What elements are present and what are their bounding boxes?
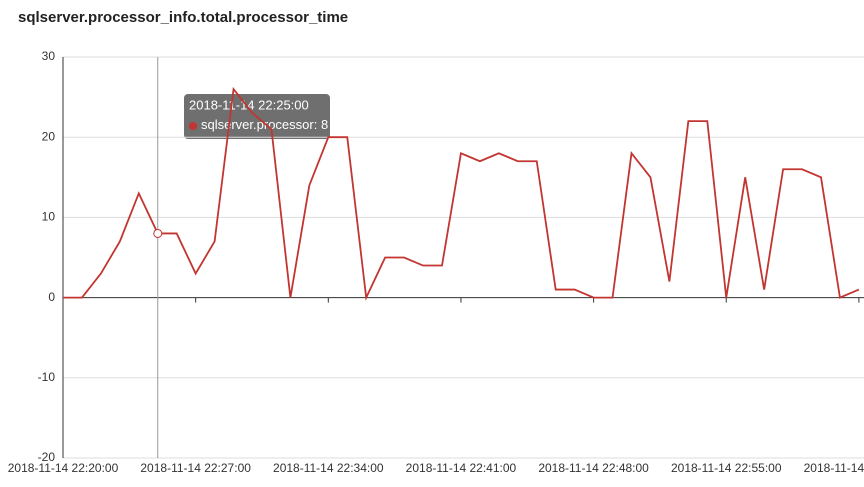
- tooltip-value: 8: [321, 117, 328, 132]
- x-tick-label: 2018-11-14 22:20:00: [8, 461, 119, 475]
- y-tick-label: 0: [48, 290, 55, 304]
- series-line: [63, 86, 860, 301]
- tooltip-sep: :: [314, 117, 321, 132]
- chart-title: sqlserver.processor_info.total.processor…: [18, 9, 348, 26]
- y-tick-label: 20: [42, 129, 56, 143]
- y-tick-label: 10: [42, 210, 56, 224]
- tooltip-series: sqlserver.processor: [201, 117, 314, 132]
- x-tick-label: 2018-11-14 22:34:00: [273, 461, 384, 475]
- x-tick-label: 2018-11-14 22:41:00: [406, 461, 517, 475]
- hover-point: [153, 228, 163, 238]
- tooltip-marker: [189, 122, 197, 130]
- x-tick-label: 2018-11-14 22:48:00: [538, 461, 649, 475]
- tooltip-label: sqlserver.processor: 8: [201, 117, 328, 132]
- x-tick-label: 2018-11-14 22:27:00: [140, 461, 251, 475]
- y-tick-label: -10: [38, 370, 56, 384]
- y-tick-label: -20: [38, 450, 56, 464]
- x-tick-label: 2018-11-14 23:02:00: [804, 461, 864, 475]
- y-tick-label: 30: [42, 49, 56, 63]
- x-tick-label: 2018-11-14 22:55:00: [671, 461, 782, 475]
- tooltip-title: 2018-11-14 22:25:00: [189, 97, 309, 112]
